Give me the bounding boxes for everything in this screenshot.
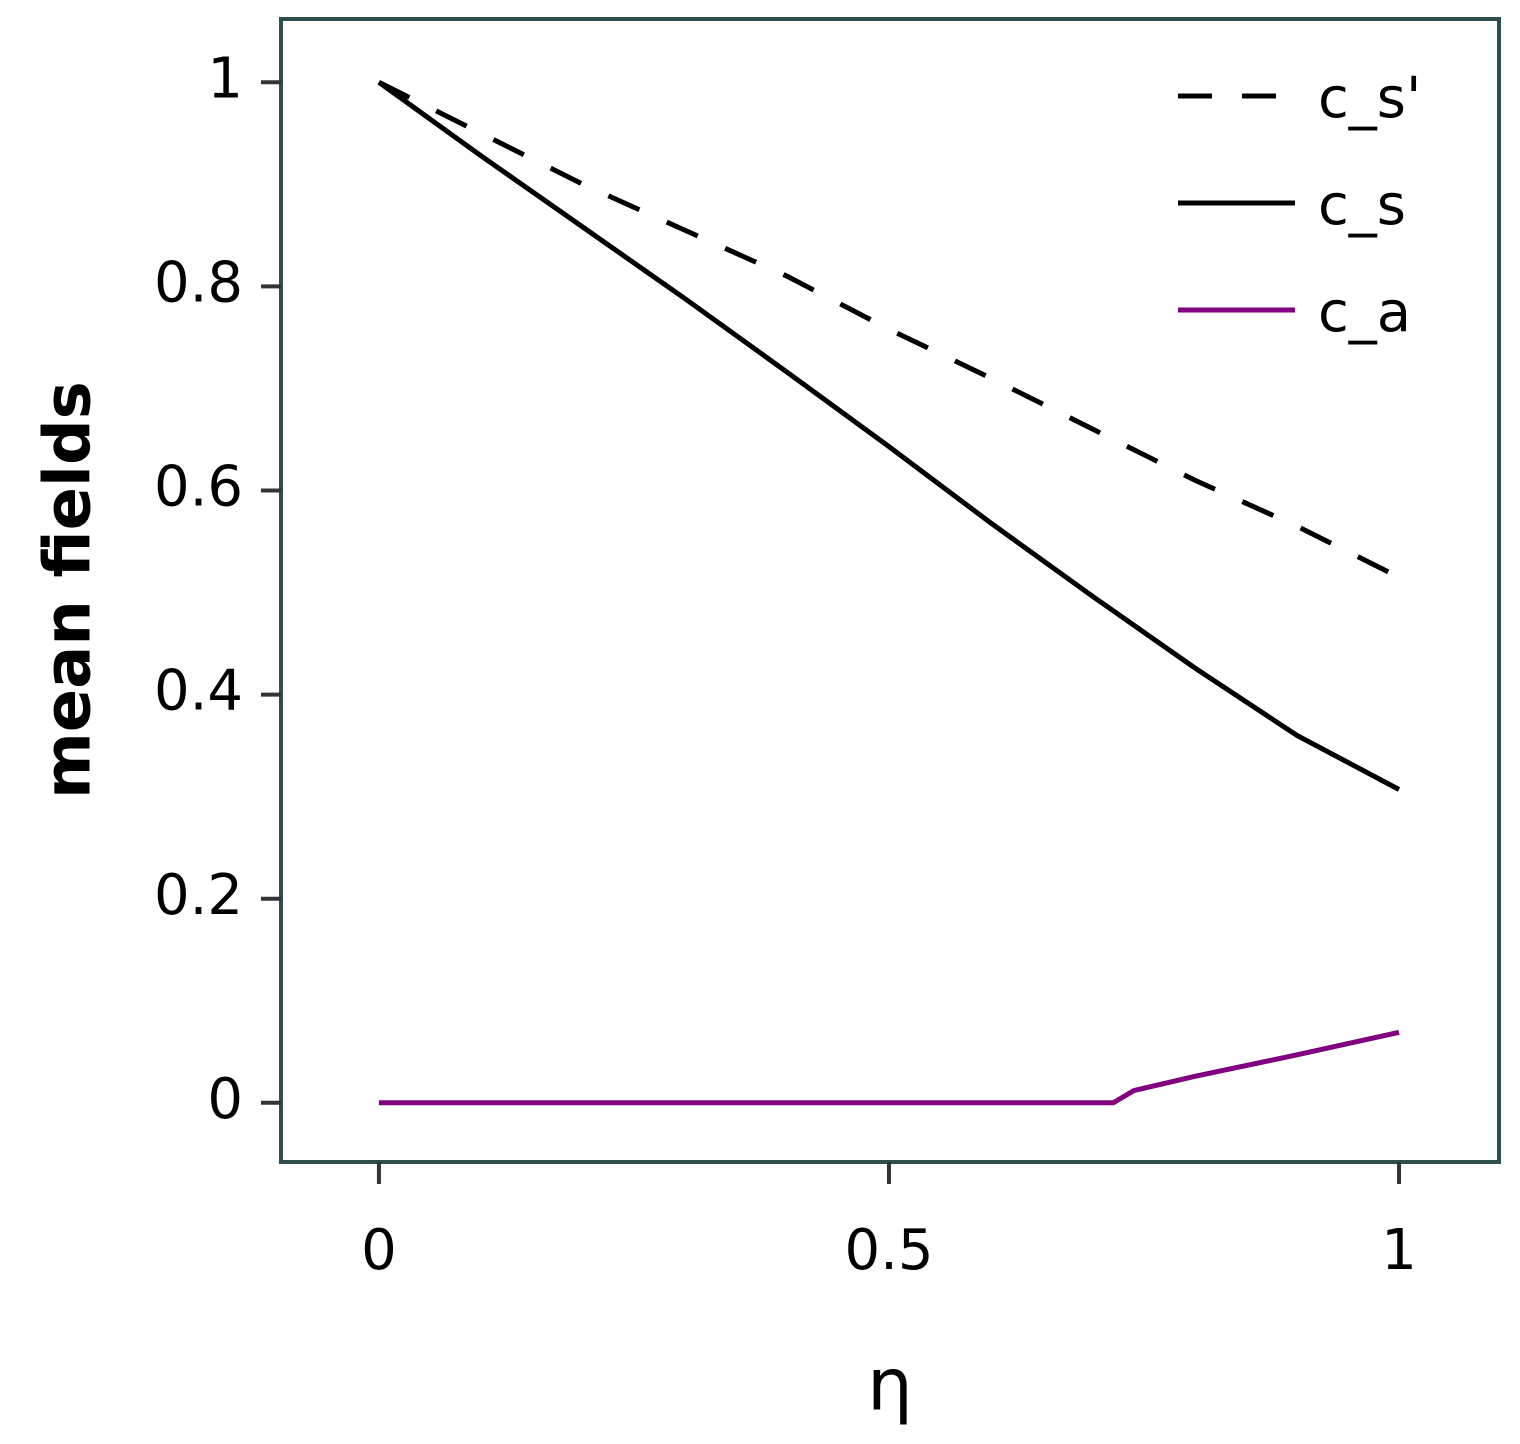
plot-frame: [279, 17, 1501, 1164]
legend-label: c_s: [1318, 173, 1406, 238]
y-tick-label: 0.8: [154, 251, 243, 316]
x-tick-label: 0: [361, 1218, 397, 1283]
y-tick-label: 0.4: [154, 659, 243, 724]
line-series: [378, 1029, 1400, 1106]
y-tick-label: 0: [207, 1067, 243, 1132]
y-axis-label: mean fields: [32, 381, 106, 799]
x-tick-label: 0.5: [844, 1218, 933, 1283]
legend-label: c_s': [1318, 66, 1421, 131]
line-series: [377, 80, 1401, 792]
x-axis-label: η: [867, 1343, 913, 1427]
line-series: [377, 80, 1401, 580]
y-tick-label: 0.2: [154, 863, 243, 928]
legend-label: c_a: [1318, 280, 1411, 345]
x-tick-label: 1: [1381, 1218, 1417, 1283]
y-tick-label: 1: [207, 46, 243, 111]
y-tick-label: 0.6: [154, 455, 243, 520]
